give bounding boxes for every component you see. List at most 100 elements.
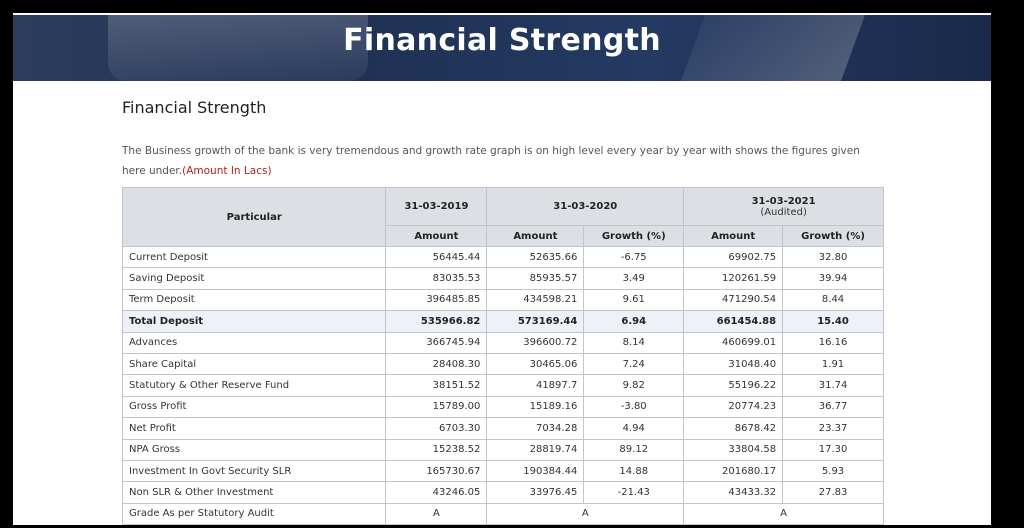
- amount-2021-cell: 8678.42: [683, 417, 784, 440]
- row-label: Net Profit: [121, 417, 387, 440]
- banner-title: Financial Strength: [343, 23, 661, 58]
- growth-2020-cell: -6.75: [583, 245, 685, 269]
- period-header-2021: 31-03-2021 (Audited): [683, 187, 884, 226]
- amount-2020-cell: 396600.72: [486, 331, 585, 354]
- table-row: Advances 366745.94 396600.72 8.14 460699.01 1…: [121, 331, 884, 354]
- growth-2021-cell: 23.37: [782, 417, 884, 440]
- table-row: Investment In Govt Security SLR 165730.67…: [121, 459, 884, 483]
- growth-2021-cell: 31.74: [782, 374, 884, 397]
- table-row: Saving Deposit 83035.53 85935.57 3.49 120261…: [121, 267, 884, 290]
- amount-2019-cell: 43246.05: [385, 481, 488, 504]
- row-label: Term Deposit: [121, 288, 387, 312]
- period-header-2019: 31-03-2019: [385, 187, 488, 226]
- table-row: Share Capital 28408.30 30465.06 7.24 31048.4…: [121, 352, 884, 376]
- amount-2020-cell: 52635.66: [486, 245, 585, 269]
- growth-2020-cell: 9.61: [583, 288, 685, 312]
- section-heading: Financial Strength: [122, 98, 267, 117]
- period-note-2021: (Audited): [760, 206, 807, 218]
- amount-2020-cell: 573169.44: [486, 310, 585, 333]
- table-row: Net Profit 6703.30 7034.28 4.94 8678.42 23.37: [121, 417, 884, 440]
- banner-background-image: [108, 15, 368, 81]
- amount-2021-cell: 20774.23: [683, 395, 784, 419]
- table-total-row: Total Deposit 535966.82 573169.44 6.94 66145…: [121, 310, 884, 333]
- growth-2020-cell: 3.49: [583, 267, 685, 290]
- table-header: Particular 31-03-2019 31-03-2020 31-03-2…: [121, 187, 884, 247]
- table-row: Gross Profit 15789.00 15189.16 -3.80 20774.2…: [121, 395, 884, 419]
- amount-2020-cell: 190384.44: [486, 459, 585, 483]
- amount-2019-cell: 15238.52: [385, 438, 488, 461]
- row-label: Advances: [121, 331, 387, 354]
- row-label: Current Deposit: [121, 245, 387, 269]
- amount-note: (Amount In Lacs): [182, 165, 272, 177]
- growth-header-2020: Growth (%): [583, 225, 685, 247]
- table-row: Non SLR & Other Investment 43246.05 33976.…: [121, 481, 884, 504]
- amount-2021-cell: 460699.01: [683, 331, 784, 354]
- table-body: Current Deposit 56445.44 52635.66 -6.75 6990…: [121, 245, 884, 525]
- amount-header-2019: Amount: [385, 225, 488, 247]
- grade-2021-cell: A: [683, 502, 884, 525]
- amount-2021-cell: 31048.40: [683, 352, 784, 376]
- growth-2020-cell: 14.88: [583, 459, 685, 483]
- grade-row-label: Grade As per Statutory Audit: [121, 502, 387, 525]
- growth-2020-cell: 8.14: [583, 331, 685, 354]
- growth-2020-cell: 9.82: [583, 374, 685, 397]
- amount-2020-cell: 7034.28: [486, 417, 585, 440]
- amount-2019-cell: 83035.53: [385, 267, 488, 290]
- amount-2021-cell: 661454.88: [683, 310, 784, 333]
- amount-2021-cell: 55196.22: [683, 374, 784, 397]
- amount-header-2020: Amount: [486, 225, 585, 247]
- table-row: Statutory & Other Reserve Fund 38151.52 41…: [121, 374, 884, 397]
- growth-2021-cell: 8.44: [782, 288, 884, 312]
- amount-2020-cell: 28819.74: [486, 438, 585, 461]
- description-text: The Business growth of the bank is very …: [122, 145, 860, 177]
- amount-2020-cell: 434598.21: [486, 288, 585, 312]
- growth-2020-cell: 4.94: [583, 417, 685, 440]
- amount-2019-cell: 15789.00: [385, 395, 488, 419]
- growth-2020-cell: 7.24: [583, 352, 685, 376]
- row-label: Statutory & Other Reserve Fund: [121, 374, 387, 397]
- table-grade-row: Grade As per Statutory Audit A A A: [121, 502, 884, 525]
- amount-2019-cell: 165730.67: [385, 459, 488, 483]
- amount-2021-cell: 120261.59: [683, 267, 784, 290]
- amount-2020-cell: 85935.57: [486, 267, 585, 290]
- growth-2021-cell: 27.83: [782, 481, 884, 504]
- amount-2020-cell: 33976.45: [486, 481, 585, 504]
- period-date-2021: 31-03-2021: [751, 195, 816, 207]
- amount-2021-cell: 33804.58: [683, 438, 784, 461]
- amount-2019-cell: 56445.44: [385, 245, 488, 269]
- section-description: The Business growth of the bank is very …: [122, 141, 882, 181]
- row-label: Investment In Govt Security SLR: [121, 459, 387, 483]
- row-label: Gross Profit: [121, 395, 387, 419]
- amount-2021-cell: 69902.75: [683, 245, 784, 269]
- amount-2020-cell: 15189.16: [486, 395, 585, 419]
- amount-2020-cell: 30465.06: [486, 352, 585, 376]
- amount-2019-cell: 38151.52: [385, 374, 488, 397]
- growth-2020-cell: -3.80: [583, 395, 685, 419]
- row-label: Non SLR & Other Investment: [121, 481, 387, 504]
- amount-2020-cell: 41897.7: [486, 374, 585, 397]
- growth-2021-cell: 17.30: [782, 438, 884, 461]
- amount-2019-cell: 535966.82: [385, 310, 488, 333]
- grade-2019-cell: A: [385, 502, 488, 525]
- growth-2021-cell: 16.16: [782, 331, 884, 354]
- growth-2021-cell: 36.77: [782, 395, 884, 419]
- growth-header-2021: Growth (%): [782, 225, 884, 247]
- period-header-2020: 31-03-2020: [486, 187, 685, 226]
- row-label: Total Deposit: [121, 310, 387, 333]
- page-frame: Financial Strength Financial Strength Th…: [13, 13, 991, 525]
- particular-header: Particular: [121, 187, 387, 247]
- growth-2020-cell: 89.12: [583, 438, 685, 461]
- amount-2019-cell: 28408.30: [385, 352, 488, 376]
- table-row: NPA Gross 15238.52 28819.74 89.12 33804.58 17…: [121, 438, 884, 461]
- row-label: Share Capital: [121, 352, 387, 376]
- amount-2021-cell: 471290.54: [683, 288, 784, 312]
- amount-2019-cell: 366745.94: [385, 331, 488, 354]
- table-row: Current Deposit 56445.44 52635.66 -6.75 6990…: [121, 245, 884, 269]
- growth-2021-cell: 1.91: [782, 352, 884, 376]
- growth-2021-cell: 32.80: [782, 245, 884, 269]
- amount-2019-cell: 396485.85: [385, 288, 488, 312]
- page-banner: Financial Strength: [13, 15, 991, 81]
- amount-header-2021: Amount: [683, 225, 784, 247]
- growth-2021-cell: 5.93: [782, 459, 884, 483]
- amount-2021-cell: 43433.32: [683, 481, 784, 504]
